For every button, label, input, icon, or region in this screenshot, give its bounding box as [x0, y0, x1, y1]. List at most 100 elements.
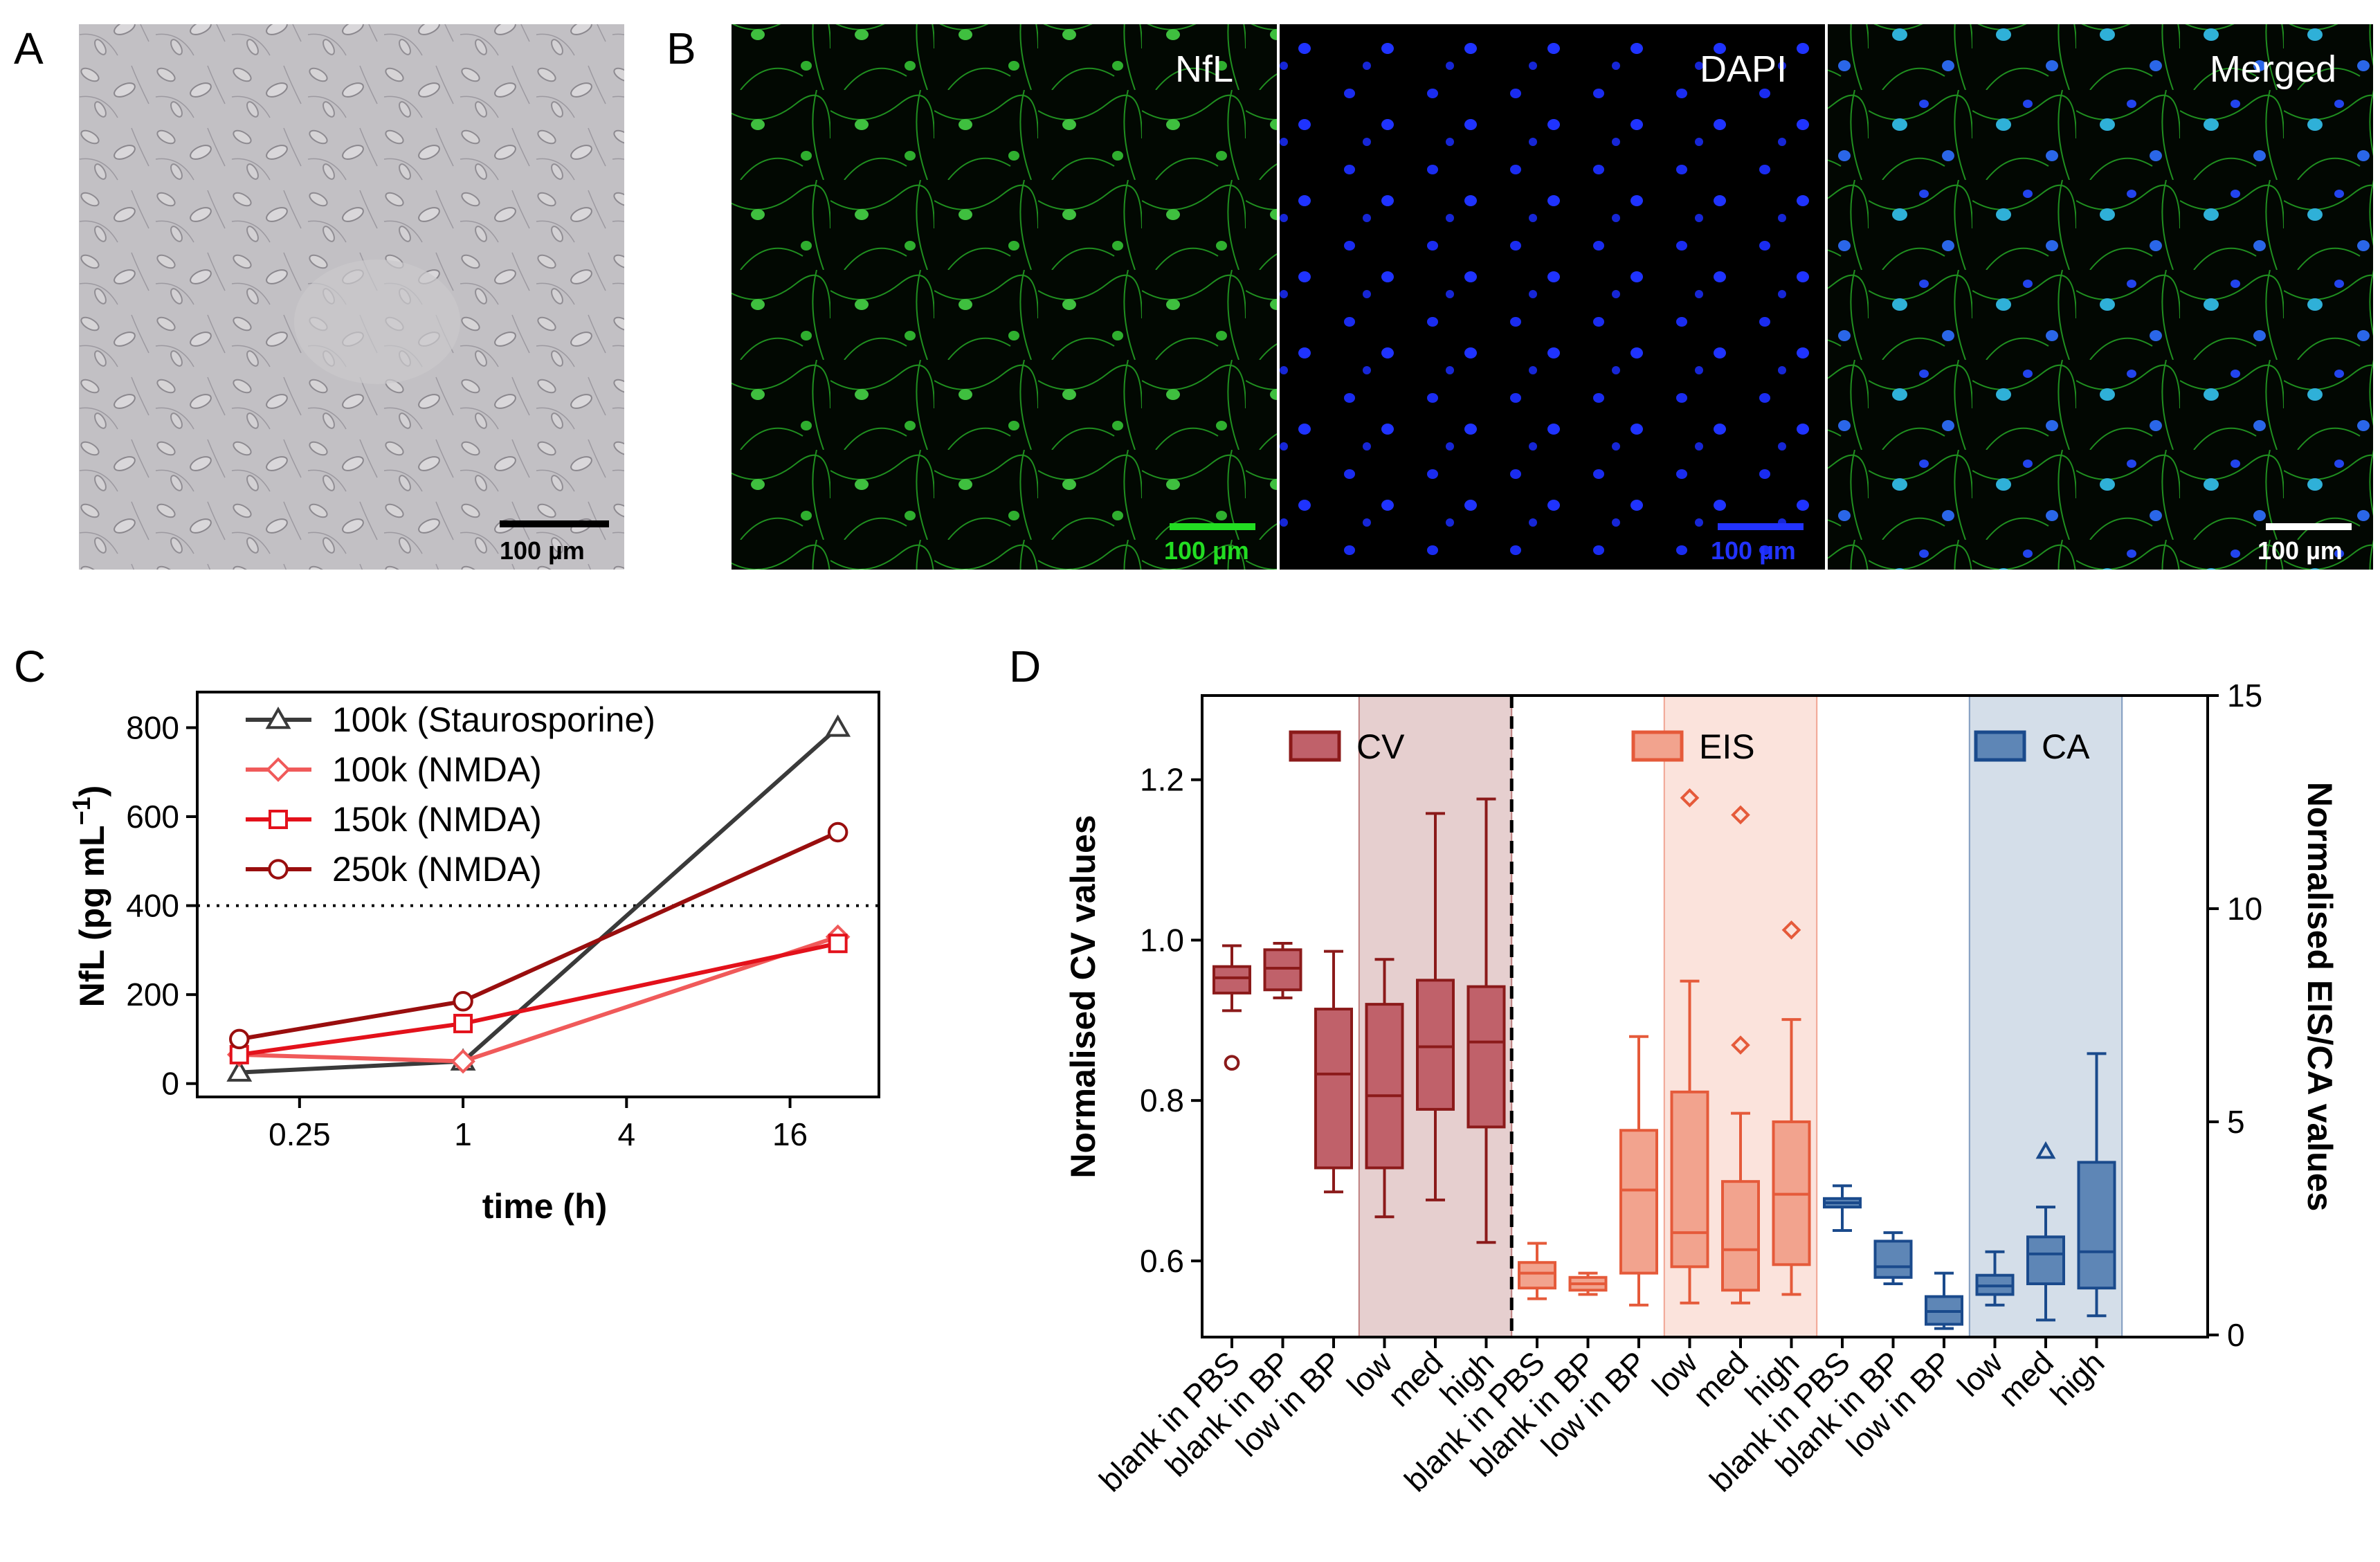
brightfield-image: 100 µm: [79, 24, 624, 570]
box-body: [1466, 985, 1506, 1129]
box-body: [1670, 1090, 1709, 1269]
box-cv: [1263, 942, 1302, 999]
box-body: [1416, 979, 1455, 1111]
box-cv: [1314, 950, 1353, 1194]
y-axis-left-title: Normalised CV values: [1064, 815, 1102, 1178]
plot-frame: [1201, 694, 2209, 1338]
scale-bar-nfl: [1170, 523, 1255, 530]
box-cv: [1416, 812, 1455, 1201]
box-eis: [1568, 1271, 1608, 1296]
box-ca: [1823, 1184, 1862, 1233]
data-point: [229, 1028, 250, 1050]
scale-bar-label-merged: 100 µm: [2258, 536, 2343, 565]
box-body: [1619, 1129, 1658, 1275]
box-cv: [1466, 797, 1506, 1244]
plot-frame: [196, 691, 880, 1098]
y-axis-right-title: Normalised EIS/CA values: [2300, 782, 2339, 1212]
legend-label: 100k (Staurosporine): [332, 700, 655, 739]
scale-bar-dapi: [1718, 523, 1804, 530]
y-axis-title-close: ): [73, 785, 111, 797]
legend-swatch: [1631, 730, 1684, 762]
box-eis: [1518, 1242, 1556, 1300]
x-tick-label: med: [1686, 1344, 1755, 1413]
outlier: [1680, 788, 1700, 808]
x-tick-label: med: [1991, 1344, 2060, 1413]
x-axis-title: time (h): [482, 1187, 608, 1226]
image-label-dapi: DAPI: [1700, 48, 1787, 90]
x-tick-label: 0.25: [269, 1116, 331, 1152]
box-body: [1873, 1239, 1913, 1279]
legend-marker: [266, 757, 291, 782]
box-body: [2077, 1161, 2116, 1290]
outlier: [1781, 920, 1801, 940]
x-tick-label: 16: [772, 1116, 808, 1152]
y-right-tick-label: 0: [2227, 1317, 2245, 1353]
legend-swatch: [1974, 730, 2026, 762]
panel-letter-a: A: [14, 24, 44, 73]
scale-bar-merged: [2266, 523, 2352, 530]
data-point: [451, 1048, 475, 1074]
outlier: [1224, 1055, 1240, 1071]
nfl-time-line-chart: 0 200 400 600 800 0.25 1 4 16 100k (Staurosporine…: [67, 691, 880, 1226]
image-label-nfl: NfL: [1175, 48, 1233, 90]
y-tick-label: 600: [126, 799, 179, 835]
x-tick-label: 1: [454, 1116, 472, 1152]
fluorescence-nfl-image: NfL 100 µm: [732, 24, 1277, 570]
image-label-merged: Merged: [2210, 48, 2336, 90]
box-cv: [1365, 958, 1404, 1219]
scale-bar-label-dapi: 100 µm: [1711, 536, 1796, 565]
box-ca: [2077, 1052, 2116, 1318]
data-point: [453, 1013, 473, 1033]
x-tick-label: 4: [618, 1116, 636, 1152]
legend-label: 150k (NMDA): [332, 800, 542, 839]
box-body: [1263, 948, 1302, 992]
box-cv: [1212, 944, 1251, 1071]
legend-label: CA: [2042, 727, 2090, 766]
x-tick-label: high: [2043, 1344, 2111, 1412]
legend-label: 250k (NMDA): [332, 850, 542, 889]
data-point: [825, 714, 851, 737]
data-point: [453, 991, 473, 1012]
y-left-tick-label: 0.6: [1140, 1243, 1184, 1279]
y-left-tick-label: 1.0: [1140, 922, 1184, 958]
legend-swatch: [1289, 730, 1341, 762]
legend-marker: [265, 706, 291, 729]
box-eis: [1619, 1035, 1658, 1307]
box-body: [1212, 965, 1251, 995]
box-body: [1518, 1261, 1556, 1290]
fluorescence-merged-image: Merged 100 µm: [1828, 24, 2373, 570]
x-tick-label: med: [1381, 1344, 1450, 1413]
y-left-tick-label: 1.2: [1140, 762, 1184, 798]
data-point: [828, 934, 848, 954]
panel-letter-d: D: [1009, 642, 1041, 691]
data-point: [827, 821, 848, 843]
y-right-tick-label: 10: [2227, 891, 2262, 927]
y-axis-title: NfL (pg mL−1): [67, 785, 111, 1008]
y-tick-label: 0: [161, 1066, 179, 1102]
box-eis: [1772, 920, 1811, 1296]
legend-label: EIS: [1699, 727, 1755, 766]
box-body: [1721, 1180, 1760, 1292]
scale-bar-label: 100 µm: [500, 536, 585, 565]
box-body: [2026, 1235, 2065, 1286]
y-tick-label: 200: [126, 977, 179, 1012]
y-right-tick-label: 15: [2227, 678, 2262, 714]
outlier: [1731, 805, 1750, 825]
box-eis: [1721, 805, 1760, 1305]
scale-bar-label-nfl: 100 µm: [1164, 536, 1249, 565]
legend-marker: [268, 859, 289, 880]
panel-letter-b: B: [666, 24, 696, 73]
box-body: [1365, 1003, 1404, 1170]
legend-label: 100k (NMDA): [332, 750, 542, 789]
panel-letter-c: C: [14, 642, 46, 691]
outlier: [2035, 1141, 2056, 1159]
y-tick-label: 400: [126, 888, 179, 924]
y-left-tick-label: 0.8: [1140, 1082, 1184, 1118]
box-ca: [1975, 1250, 2015, 1307]
box-ca: [1873, 1231, 1913, 1286]
fluorescence-dapi-image: DAPI 100 µm: [1280, 24, 1825, 570]
data-point: [226, 1059, 253, 1082]
box-ca: [2026, 1141, 2065, 1322]
